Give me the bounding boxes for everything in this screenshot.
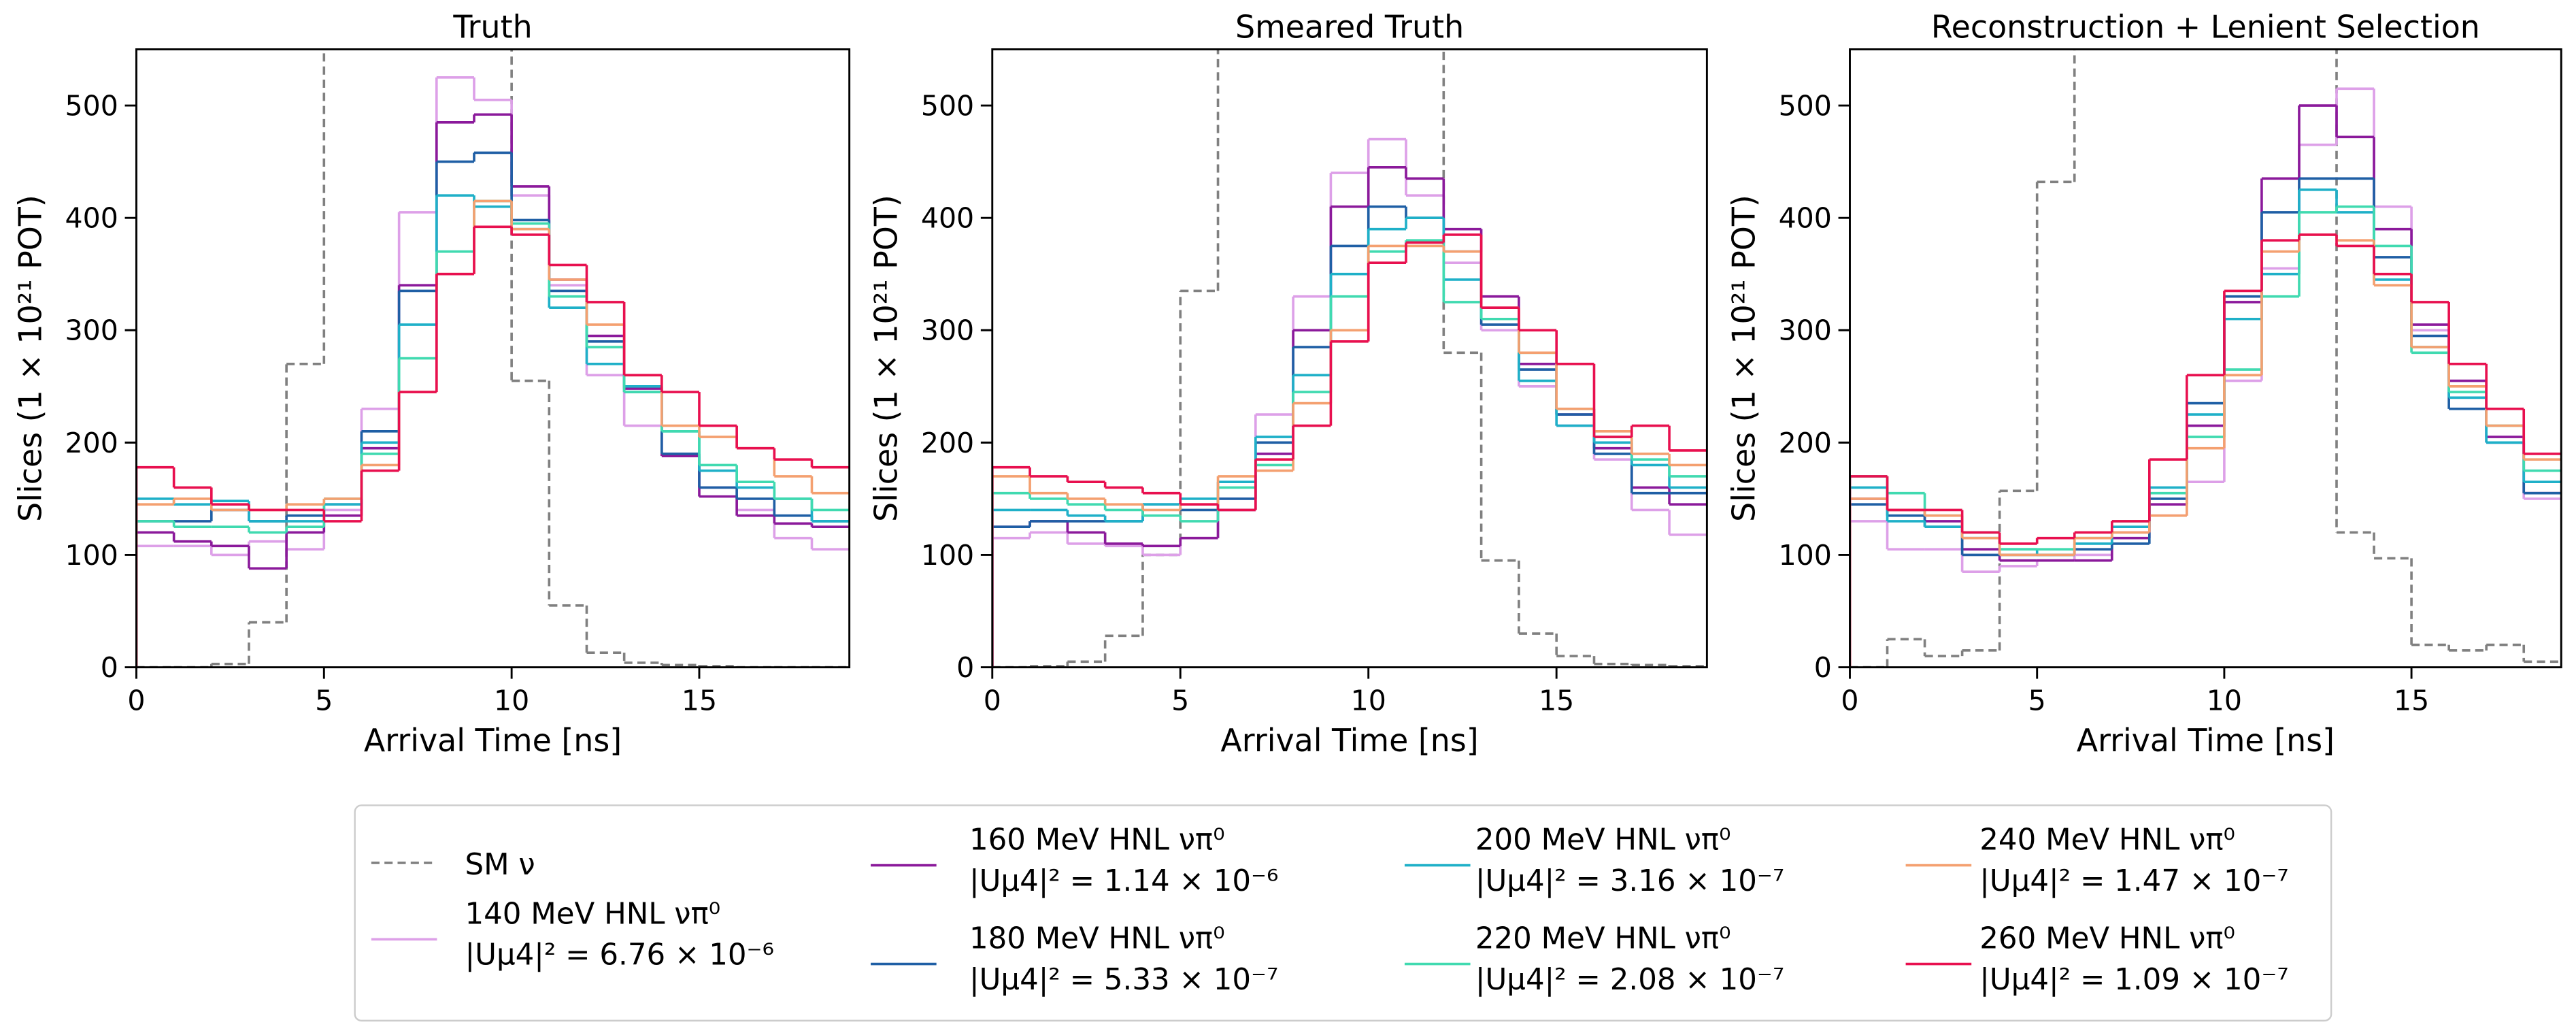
y-tick-label: 100 xyxy=(65,539,118,572)
chart-title: Truth xyxy=(452,9,532,46)
axes-frame xyxy=(991,48,1708,669)
plot-area xyxy=(136,49,850,668)
y-tick-label: 300 xyxy=(65,314,118,347)
y-tick-label: 500 xyxy=(65,90,118,122)
legend-box xyxy=(354,804,2332,1022)
legend-label: 140 MeV HNL νπ⁰ xyxy=(465,897,720,931)
y-tick-label: 0 xyxy=(1814,651,1832,684)
legend-label: 260 MeV HNL νπ⁰ xyxy=(1979,922,2235,956)
axes-frame xyxy=(1849,48,2562,669)
axes-frame xyxy=(135,48,851,669)
x-axis-label: Arrival Time [ns] xyxy=(1220,722,1478,759)
legend-label: 180 MeV HNL νπ⁰ xyxy=(969,922,1225,956)
plot-area xyxy=(1850,49,2562,668)
x-tick-label: 10 xyxy=(1351,684,1386,717)
y-tick-label: 400 xyxy=(65,202,118,235)
y-tick-label: 0 xyxy=(101,651,118,684)
y-tick-label: 300 xyxy=(921,314,974,347)
legend-label: 240 MeV HNL νπ⁰ xyxy=(1979,823,2235,857)
y-tick-label: 200 xyxy=(65,427,118,459)
x-tick-label: 5 xyxy=(1171,684,1189,717)
legend-label: SM ν xyxy=(465,848,535,882)
y-tick-label: 500 xyxy=(1779,90,1832,122)
legend-label: 200 MeV HNL νπ⁰ xyxy=(1475,823,1731,857)
x-tick-label: 15 xyxy=(1539,684,1574,717)
x-tick-label: 0 xyxy=(984,684,1001,717)
y-tick-label: 200 xyxy=(1779,427,1832,459)
y-tick-label: 100 xyxy=(921,539,974,572)
x-tick-label: 15 xyxy=(682,684,717,717)
x-tick-label: 0 xyxy=(127,684,145,717)
legend-coupling: |Uμ4|² = 3.16 × 10⁻⁷ xyxy=(1475,864,1784,898)
legend-coupling: |Uμ4|² = 2.08 × 10⁻⁷ xyxy=(1475,963,1784,997)
legend-coupling: |Uμ4|² = 6.76 × 10⁻⁶ xyxy=(465,938,773,972)
y-axis-label: Slices (1 × 10²¹ POT) xyxy=(868,195,905,522)
legend-coupling: |Uμ4|² = 1.09 × 10⁻⁷ xyxy=(1979,963,2288,997)
y-tick-label: 400 xyxy=(1779,202,1832,235)
x-tick-label: 5 xyxy=(2028,684,2046,717)
y-tick-label: 300 xyxy=(1779,314,1832,347)
legend-label: 220 MeV HNL νπ⁰ xyxy=(1475,922,1731,956)
chart-title: Reconstruction + Lenient Selection xyxy=(1931,9,2480,46)
x-tick-label: 15 xyxy=(2394,684,2429,717)
y-axis-label: Slices (1 × 10²¹ POT) xyxy=(1725,195,1762,522)
legend-coupling: |Uμ4|² = 5.33 × 10⁻⁷ xyxy=(969,963,1278,997)
plot-area xyxy=(992,49,1707,668)
legend-coupling: |Uμ4|² = 1.14 × 10⁻⁶ xyxy=(969,864,1278,898)
y-tick-label: 0 xyxy=(956,651,974,684)
x-tick-label: 5 xyxy=(315,684,333,717)
x-axis-label: Arrival Time [ns] xyxy=(364,722,622,759)
x-axis-label: Arrival Time [ns] xyxy=(2077,722,2335,759)
y-tick-label: 500 xyxy=(921,90,974,122)
x-tick-label: 10 xyxy=(2207,684,2242,717)
y-tick-label: 400 xyxy=(921,202,974,235)
x-tick-label: 10 xyxy=(494,684,529,717)
y-tick-label: 200 xyxy=(921,427,974,459)
y-tick-label: 100 xyxy=(1779,539,1832,572)
x-tick-label: 0 xyxy=(1841,684,1858,717)
chart-title: Smeared Truth xyxy=(1235,9,1464,46)
legend-label: 160 MeV HNL νπ⁰ xyxy=(969,823,1225,857)
legend-coupling: |Uμ4|² = 1.47 × 10⁻⁷ xyxy=(1979,864,2288,898)
y-axis-label: Slices (1 × 10²¹ POT) xyxy=(12,195,48,522)
